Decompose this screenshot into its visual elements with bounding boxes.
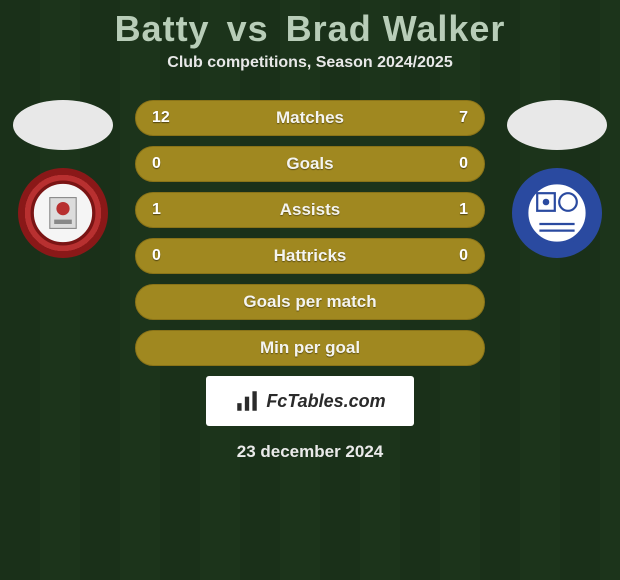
right-player-column <box>497 100 617 258</box>
content-container: Batty vs Brad Walker Club competitions, … <box>0 0 620 462</box>
crest-icon <box>30 180 96 246</box>
stat-bar-matches: 12 Matches 7 <box>135 100 485 136</box>
stat-right-value: 0 <box>459 247 468 265</box>
stat-label: Goals <box>286 154 333 174</box>
stat-right-value: 7 <box>459 109 468 127</box>
stat-bar-goals-per-match: Goals per match <box>135 284 485 320</box>
date-label: 23 december 2024 <box>0 442 620 462</box>
stat-bar-assists: 1 Assists 1 <box>135 192 485 228</box>
stat-right-value: 1 <box>459 201 468 219</box>
stat-label: Goals per match <box>243 292 376 312</box>
brand-badge: FcTables.com <box>206 376 414 426</box>
player1-name: Batty <box>115 8 210 49</box>
stat-label: Assists <box>280 200 340 220</box>
player1-club-crest <box>18 168 108 258</box>
subtitle: Club competitions, Season 2024/2025 <box>0 54 620 72</box>
vs-label: vs <box>227 8 269 49</box>
stat-right-value: 0 <box>459 155 468 173</box>
stat-bar-goals: 0 Goals 0 <box>135 146 485 182</box>
stat-left-value: 12 <box>152 109 170 127</box>
stat-label: Hattricks <box>274 246 347 266</box>
stat-label: Matches <box>276 108 344 128</box>
crest-icon <box>524 180 590 246</box>
stat-label: Min per goal <box>260 338 360 358</box>
stat-bar-hattricks: 0 Hattricks 0 <box>135 238 485 274</box>
brand-text: FcTables.com <box>266 391 385 412</box>
stat-left-value: 1 <box>152 201 161 219</box>
stat-bar-min-per-goal: Min per goal <box>135 330 485 366</box>
left-player-column <box>3 100 123 258</box>
page-title: Batty vs Brad Walker <box>0 8 620 50</box>
stat-left-value: 0 <box>152 247 161 265</box>
stats-column: 12 Matches 7 0 Goals 0 1 Assists 1 0 Hat… <box>135 100 485 366</box>
player2-club-crest <box>512 168 602 258</box>
chart-icon <box>234 388 260 414</box>
comparison-grid: 12 Matches 7 0 Goals 0 1 Assists 1 0 Hat… <box>0 100 620 366</box>
stat-left-value: 0 <box>152 155 161 173</box>
player1-avatar <box>13 100 113 150</box>
player2-avatar <box>507 100 607 150</box>
player2-name: Brad Walker <box>286 8 506 49</box>
